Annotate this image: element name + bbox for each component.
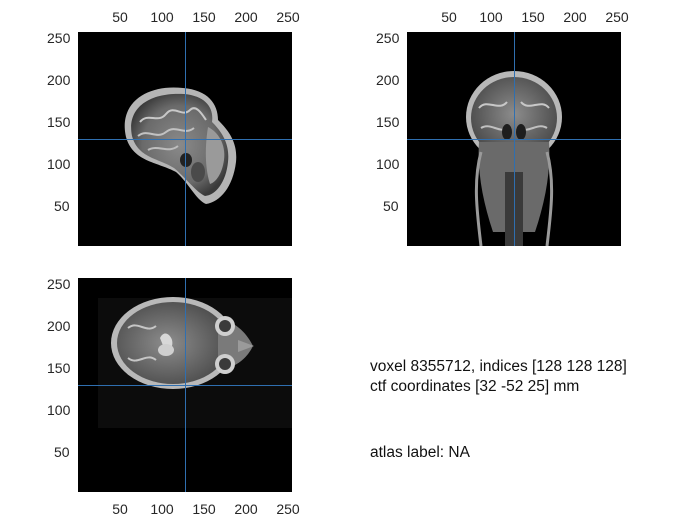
coronal-view[interactable] — [407, 32, 621, 246]
sagittal-xtick: 200 — [234, 9, 258, 25]
coronal-ytick: 50 — [383, 198, 399, 214]
axial-view[interactable] — [78, 278, 292, 492]
coronal-ytick: 250 — [376, 30, 400, 46]
sagittal-ytick: 200 — [47, 72, 71, 88]
coronal-xtick: 50 — [441, 9, 457, 25]
axial-ytick: 250 — [47, 276, 71, 292]
coronal-xtick: 150 — [521, 9, 545, 25]
sagittal-xtick: 50 — [112, 9, 128, 25]
voxel-info: voxel 8355712, indices [128 128 128] — [370, 358, 627, 375]
coronal-ytick: 100 — [376, 156, 400, 172]
atlas-label-info: atlas label: NA — [370, 444, 470, 461]
axial-xtick: 50 — [112, 501, 128, 517]
sagittal-ytick: 50 — [54, 198, 70, 214]
ctf-coordinates-info: ctf coordinates [32 -52 25] mm — [370, 378, 580, 395]
axial-xtick: 150 — [192, 501, 216, 517]
axial-ytick: 50 — [54, 444, 70, 460]
axial-xtick: 200 — [234, 501, 258, 517]
sagittal-xtick: 250 — [276, 9, 300, 25]
coronal-xtick: 200 — [563, 9, 587, 25]
sagittal-ytick: 250 — [47, 30, 71, 46]
sagittal-ytick: 100 — [47, 156, 71, 172]
axial-xtick: 100 — [150, 501, 174, 517]
axial-ytick: 100 — [47, 402, 71, 418]
sagittal-xtick: 100 — [150, 9, 174, 25]
coronal-xtick: 100 — [479, 9, 503, 25]
axial-xtick: 250 — [276, 501, 300, 517]
axial-image — [98, 297, 292, 428]
coronal-xtick: 250 — [605, 9, 629, 25]
coronal-ytick: 150 — [376, 114, 400, 130]
crosshair-horizontal-line — [407, 139, 621, 140]
axial-ytick: 150 — [47, 360, 71, 376]
sagittal-view[interactable] — [78, 32, 292, 246]
coronal-ytick: 200 — [376, 72, 400, 88]
sagittal-image — [124, 87, 237, 204]
sagittal-ytick: 150 — [47, 114, 71, 130]
sagittal-xtick: 150 — [192, 9, 216, 25]
coronal-image — [466, 71, 562, 246]
crosshair-horizontal-line — [78, 385, 292, 386]
crosshair-horizontal-line — [78, 139, 292, 140]
axial-ytick: 200 — [47, 318, 71, 334]
